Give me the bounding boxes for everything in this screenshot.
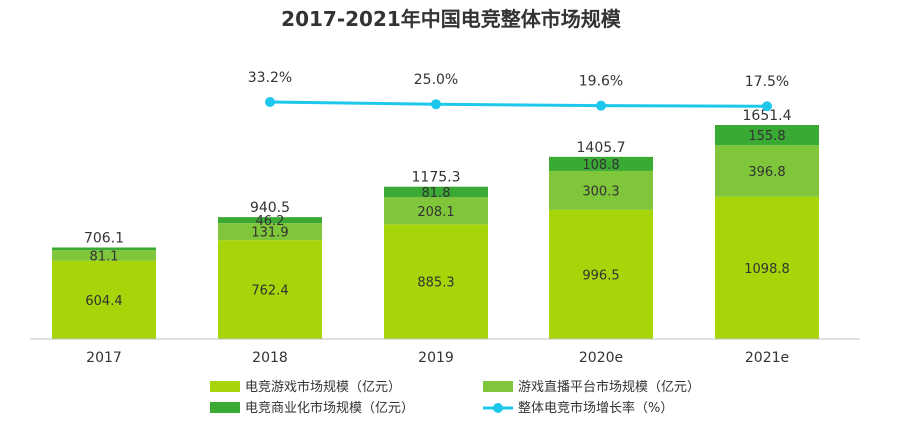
bar-value-label-s2-2019: 81.8 — [422, 186, 451, 201]
bar-value-label-s0-2019: 885.3 — [417, 276, 454, 291]
growth-label-2019: 25.0% — [414, 72, 458, 88]
legend: 电竞游戏市场规模（亿元） 游戏直播平台市场规模（亿元） 电竞商业化市场规模（亿元… — [210, 379, 700, 416]
x-ticks-group: 2017 2018 2019 2020e 2021e — [86, 350, 789, 366]
bar-value-label-s1-2019: 208.1 — [417, 205, 454, 220]
bar-total-label-2018: 940.5 — [250, 200, 290, 216]
bar-value-label-s2-2021e: 155.8 — [748, 129, 785, 144]
bar-segment-s0-2017 — [52, 260, 156, 339]
bar-segment-s1-2021e — [715, 145, 819, 197]
growth-line — [269, 100, 768, 108]
bar-value-label-s1-2020e: 300.3 — [582, 184, 619, 199]
bar-segment-s0-2020e — [549, 209, 653, 339]
bar-value-label-s0-2021e: 1098.8 — [744, 262, 790, 277]
bar-segment-s1-2018 — [218, 223, 322, 241]
legend-label-live-platform: 游戏直播平台市场规模（亿元） — [518, 379, 700, 395]
growth-label-2021e: 17.5% — [745, 74, 789, 90]
bar-segment-s2-2018 — [218, 217, 322, 224]
x-tick-label-2019: 2019 — [418, 350, 454, 366]
bar-value-label-s2-2018: 46.2 — [256, 214, 285, 229]
bar-total-label-2021e: 1651.4 — [743, 108, 792, 124]
growth-point-2021e — [762, 101, 772, 112]
growth-point-2018 — [265, 97, 275, 107]
bar-total-label-2019: 1175.3 — [412, 170, 461, 186]
bar-value-label-s0-2017: 604.4 — [85, 294, 122, 309]
x-tick-label-2020e: 2020e — [579, 350, 623, 366]
growth-point-2019 — [431, 99, 441, 110]
bar-segment-s0-2018 — [218, 240, 322, 339]
bar-segment-s2-2020e — [549, 156, 653, 171]
growth-point-2020e — [596, 100, 606, 111]
legend-label-commercial: 电竞商业化市场规模（亿元） — [245, 400, 414, 416]
bar-segment-s0-2021e — [715, 196, 819, 339]
bar-total-label-2017: 706.1 — [84, 230, 124, 246]
x-tick-label-2017: 2017 — [86, 350, 122, 366]
bar-segment-s1-2017 — [52, 250, 156, 261]
legend-label-esports-game: 电竞游戏市场规模（亿元） — [245, 379, 401, 395]
growth-line-group: 33.2% 25.0% 19.6% 17.5% — [248, 70, 789, 112]
bar-segment-s0-2019 — [384, 224, 488, 339]
growth-label-2020e: 19.6% — [579, 74, 623, 90]
legend-label-growth: 整体电竞市场增长率（%） — [518, 400, 673, 416]
chart-title: 2017-2021年中国电竞整体市场规模 — [281, 7, 622, 31]
x-tick-label-2021e: 2021e — [745, 350, 789, 366]
bar-segment-s1-2020e — [549, 170, 653, 210]
bar-total-label-2020e: 1405.7 — [577, 140, 626, 156]
x-tick-label-2018: 2018 — [252, 350, 288, 366]
bar-value-label-s1-2017: 81.1 — [90, 249, 119, 264]
bar-value-label-s0-2018: 762.4 — [251, 284, 288, 299]
legend-swatch-live-platform — [483, 381, 513, 392]
bar-value-label-s2-2020e: 108.8 — [582, 158, 619, 173]
bar-value-label-s1-2021e: 396.8 — [748, 165, 785, 180]
bar-segment-s1-2019 — [384, 197, 488, 225]
legend-swatch-commercial — [210, 402, 240, 413]
bar-segment-s2-2021e — [715, 125, 819, 146]
legend-marker-growth — [493, 403, 503, 413]
bar-value-label-s0-2020e: 996.5 — [582, 268, 619, 283]
bar-value-label-s1-2018: 131.9 — [251, 226, 288, 241]
bar-segment-s2-2017 — [52, 247, 156, 251]
growth-label-2018: 33.2% — [248, 70, 292, 86]
legend-swatch-esports-game — [210, 381, 240, 392]
bar-segment-s2-2019 — [384, 186, 488, 198]
